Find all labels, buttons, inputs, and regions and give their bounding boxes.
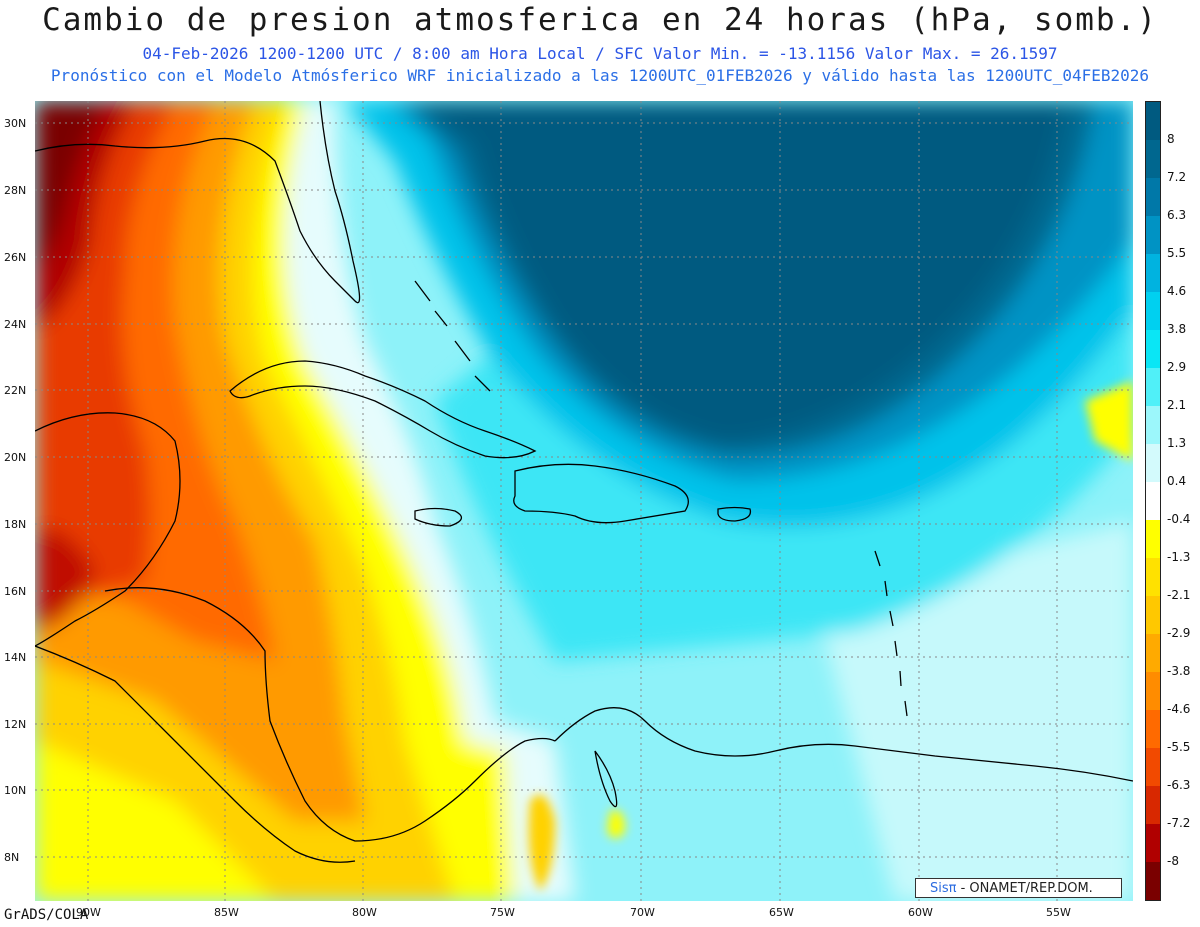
legend-swatch — [1146, 710, 1160, 748]
legend-swatch — [1146, 672, 1160, 710]
legend-label: -2.1 — [1167, 588, 1191, 602]
lon-label: 75W — [490, 906, 515, 919]
lon-label: 55W — [1046, 906, 1071, 919]
color-legend — [1145, 101, 1161, 901]
legend-label: -5.5 — [1167, 740, 1191, 754]
legend-swatch — [1146, 368, 1160, 406]
legend-swatch — [1146, 748, 1160, 786]
legend-swatch — [1146, 482, 1160, 520]
lon-label: 85W — [214, 906, 239, 919]
pressure-field — [35, 101, 1133, 901]
legend-label: -0.4 — [1167, 512, 1191, 526]
legend-swatch — [1146, 634, 1160, 672]
lon-label: 80W — [352, 906, 377, 919]
legend-swatch — [1146, 254, 1160, 292]
graticule — [35, 101, 1133, 901]
map-subtitle: 04-Feb-2026 1200-1200 UTC / 8:00 am Hora… — [142, 44, 1058, 63]
onamet-text: - ONAMET/REP.DOM. — [956, 881, 1093, 896]
legend-label: 3.8 — [1167, 322, 1187, 336]
coastlines — [35, 101, 1133, 863]
legend-swatch — [1146, 862, 1160, 900]
lon-label: 65W — [769, 906, 794, 919]
negative-field — [35, 101, 575, 901]
legend-label: 7.2 — [1167, 170, 1187, 184]
legend-label: -1.3 — [1167, 550, 1191, 564]
legend-swatch — [1146, 330, 1160, 368]
onamet-logo: Sisπ - ONAMET/REP.DOM. — [915, 878, 1122, 898]
lon-label: 70W — [630, 906, 655, 919]
lat-label: 16N — [4, 585, 27, 598]
legend-label: 5.5 — [1167, 246, 1187, 260]
legend-label: 0.4 — [1167, 474, 1187, 488]
legend-swatch — [1146, 140, 1160, 178]
legend-label: 8 — [1167, 132, 1175, 146]
legend-swatch — [1146, 216, 1160, 254]
legend-label: -2.9 — [1167, 626, 1191, 640]
legend-label: 4.6 — [1167, 284, 1187, 298]
lat-label: 8N — [4, 851, 20, 864]
legend-swatch — [1146, 102, 1160, 140]
lat-label: 30N — [4, 117, 27, 130]
legend-label: -8 — [1167, 854, 1179, 868]
legend-swatch — [1146, 444, 1160, 482]
legend-label: 2.1 — [1167, 398, 1187, 412]
lat-label: 18N — [4, 518, 27, 531]
map-title: Cambio de presion atmosferica en 24 hora… — [42, 2, 1158, 38]
legend-label: 2.9 — [1167, 360, 1187, 374]
grads-credit: GrADS/COLA — [4, 907, 89, 923]
lat-label: 10N — [4, 784, 27, 797]
lat-label: 26N — [4, 251, 27, 264]
legend-swatch — [1146, 292, 1160, 330]
lat-label: 22N — [4, 384, 27, 397]
lat-label: 20N — [4, 451, 27, 464]
legend-swatch — [1146, 786, 1160, 824]
legend-swatch — [1146, 520, 1160, 558]
sis-logo-text: Sisπ — [930, 881, 957, 896]
lat-label: 14N — [4, 651, 27, 664]
legend-swatch — [1146, 558, 1160, 596]
legend-label: -4.6 — [1167, 702, 1191, 716]
legend-swatch — [1146, 596, 1160, 634]
lon-label: 60W — [908, 906, 933, 919]
legend-label: 6.3 — [1167, 208, 1187, 222]
local-features — [528, 381, 1133, 891]
legend-swatch — [1146, 406, 1160, 444]
model-note: Pronóstico con el Modelo Atmósferico WRF… — [50, 66, 1150, 85]
lat-label: 12N — [4, 718, 27, 731]
lon-label: 90W — [76, 906, 101, 919]
legend-swatch — [1146, 824, 1160, 862]
legend-label: -3.8 — [1167, 664, 1191, 678]
legend-swatch — [1146, 178, 1160, 216]
lat-label: 28N — [4, 184, 27, 197]
legend-label: -7.2 — [1167, 816, 1191, 830]
lat-label: 24N — [4, 318, 27, 331]
legend-label: 1.3 — [1167, 436, 1187, 450]
positive-field — [345, 101, 1133, 901]
legend-label: -6.3 — [1167, 778, 1191, 792]
pressure-change-map — [35, 101, 1133, 901]
